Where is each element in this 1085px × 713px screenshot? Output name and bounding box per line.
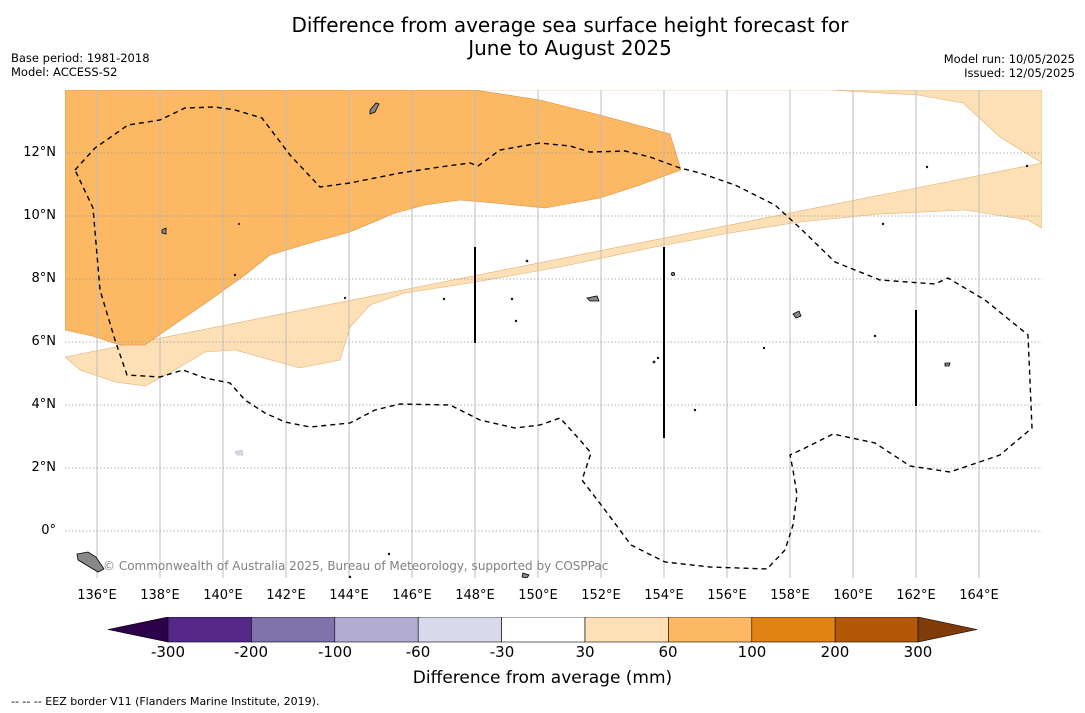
map-title: Difference from average sea surface heig… (0, 14, 1085, 60)
lon-label-162e: 162°E (896, 588, 936, 603)
cbar-tick-3: -100 (317, 643, 353, 661)
eez-border-north (74, 106, 1033, 570)
lon-label-140e: 140°E (203, 588, 243, 603)
lon-label-160e: 160°E (833, 588, 873, 603)
lat-label-6n: 6°N (31, 334, 57, 349)
colorbar-svg (107, 616, 978, 643)
colorbar-bin-8 (751, 616, 836, 643)
cbar-tick-7: 60 (658, 643, 678, 661)
lat-label-4n: 4°N (31, 397, 57, 412)
cbar-tick-5: -30 (489, 643, 515, 661)
lat-label-2n: 2°N (31, 460, 57, 475)
map-svg (65, 90, 1042, 578)
anomaly-region-30-60 (65, 90, 1042, 387)
colorbar-extend-low (107, 616, 169, 643)
island-yap (161, 227, 167, 235)
lon-label-156e: 156°E (707, 588, 747, 603)
island-chuuk (586, 295, 600, 302)
colorbar-extend-high (917, 616, 978, 643)
island-kosrae (944, 362, 951, 367)
cbar-tick-8: 100 (737, 643, 767, 661)
eez-borders (74, 106, 1033, 570)
colorbar-label: Difference from average (mm) (412, 668, 673, 688)
cbar-tick-6: 30 (575, 643, 595, 661)
anomaly-region-60-100 (65, 90, 682, 346)
lat-label-8n: 8°N (31, 271, 57, 286)
island-guam-area (369, 102, 380, 115)
colorbar-bin-7 (668, 616, 753, 643)
lon-label-146e: 146°E (392, 588, 432, 603)
model-name: Model: ACCESS-S2 (11, 65, 118, 79)
run-info: Model run: 10/05/2025 Issued: 12/05/2025 (944, 52, 1075, 80)
lon-label-144e: 144°E (329, 588, 369, 603)
islands (76, 102, 1029, 578)
issued-date: Issued: 12/05/2025 (964, 66, 1075, 80)
reference-lines (474, 247, 917, 438)
model-run-date: Model run: 10/05/2025 (943, 52, 1075, 66)
base-info: Base period: 1981-2018 Model: ACCESS-S2 (11, 51, 150, 79)
colorbar-bin-3 (334, 616, 419, 643)
colorbar-bin-1 (167, 616, 252, 643)
colorbar (107, 616, 978, 647)
gridlines (96, 90, 980, 578)
title-line-1: Difference from average sea surface heig… (291, 13, 849, 37)
title-line-2: June to August 2025 (468, 36, 672, 60)
cbar-tick-4: -60 (405, 643, 431, 661)
lat-label-0: 0° (41, 523, 56, 538)
cbar-tick-2: -200 (233, 643, 269, 661)
lon-label-152e: 152°E (581, 588, 621, 603)
lon-label-138e: 138°E (140, 588, 180, 603)
colorbar-bin-9 (834, 616, 919, 643)
island-new-guinea-tip (76, 551, 105, 573)
base-period: Base period: 1981-2018 (11, 51, 150, 65)
cbar-tick-10: 300 (903, 643, 933, 661)
island-shoal (234, 449, 244, 456)
island-pohnpei (792, 310, 802, 319)
cbar-tick-9: 200 (820, 643, 850, 661)
lon-label-148e: 148°E (455, 588, 495, 603)
lon-label-164e: 164°E (959, 588, 999, 603)
eez-footnote: -- -- -- EEZ border V11 (Flanders Marine… (11, 695, 320, 708)
copyright-notice: © Commonwealth of Australia 2025, Bureau… (103, 559, 609, 573)
map-panel[interactable] (65, 90, 1042, 578)
colorbar-bin-5 (501, 616, 586, 643)
lat-label-12n: 12°N (23, 145, 56, 160)
lon-label-142e: 142°E (266, 588, 306, 603)
lon-label-158e: 158°E (770, 588, 810, 603)
cbar-tick-1: -300 (150, 643, 186, 661)
lon-label-136e: 136°E (77, 588, 117, 603)
colorbar-bin-6 (584, 616, 669, 643)
island-bismarck (521, 572, 530, 578)
lat-label-10n: 10°N (23, 208, 56, 223)
lon-label-154e: 154°E (644, 588, 684, 603)
lon-label-150e: 150°E (518, 588, 558, 603)
colorbar-bin-4 (417, 616, 502, 643)
colorbar-bin-2 (251, 616, 336, 643)
